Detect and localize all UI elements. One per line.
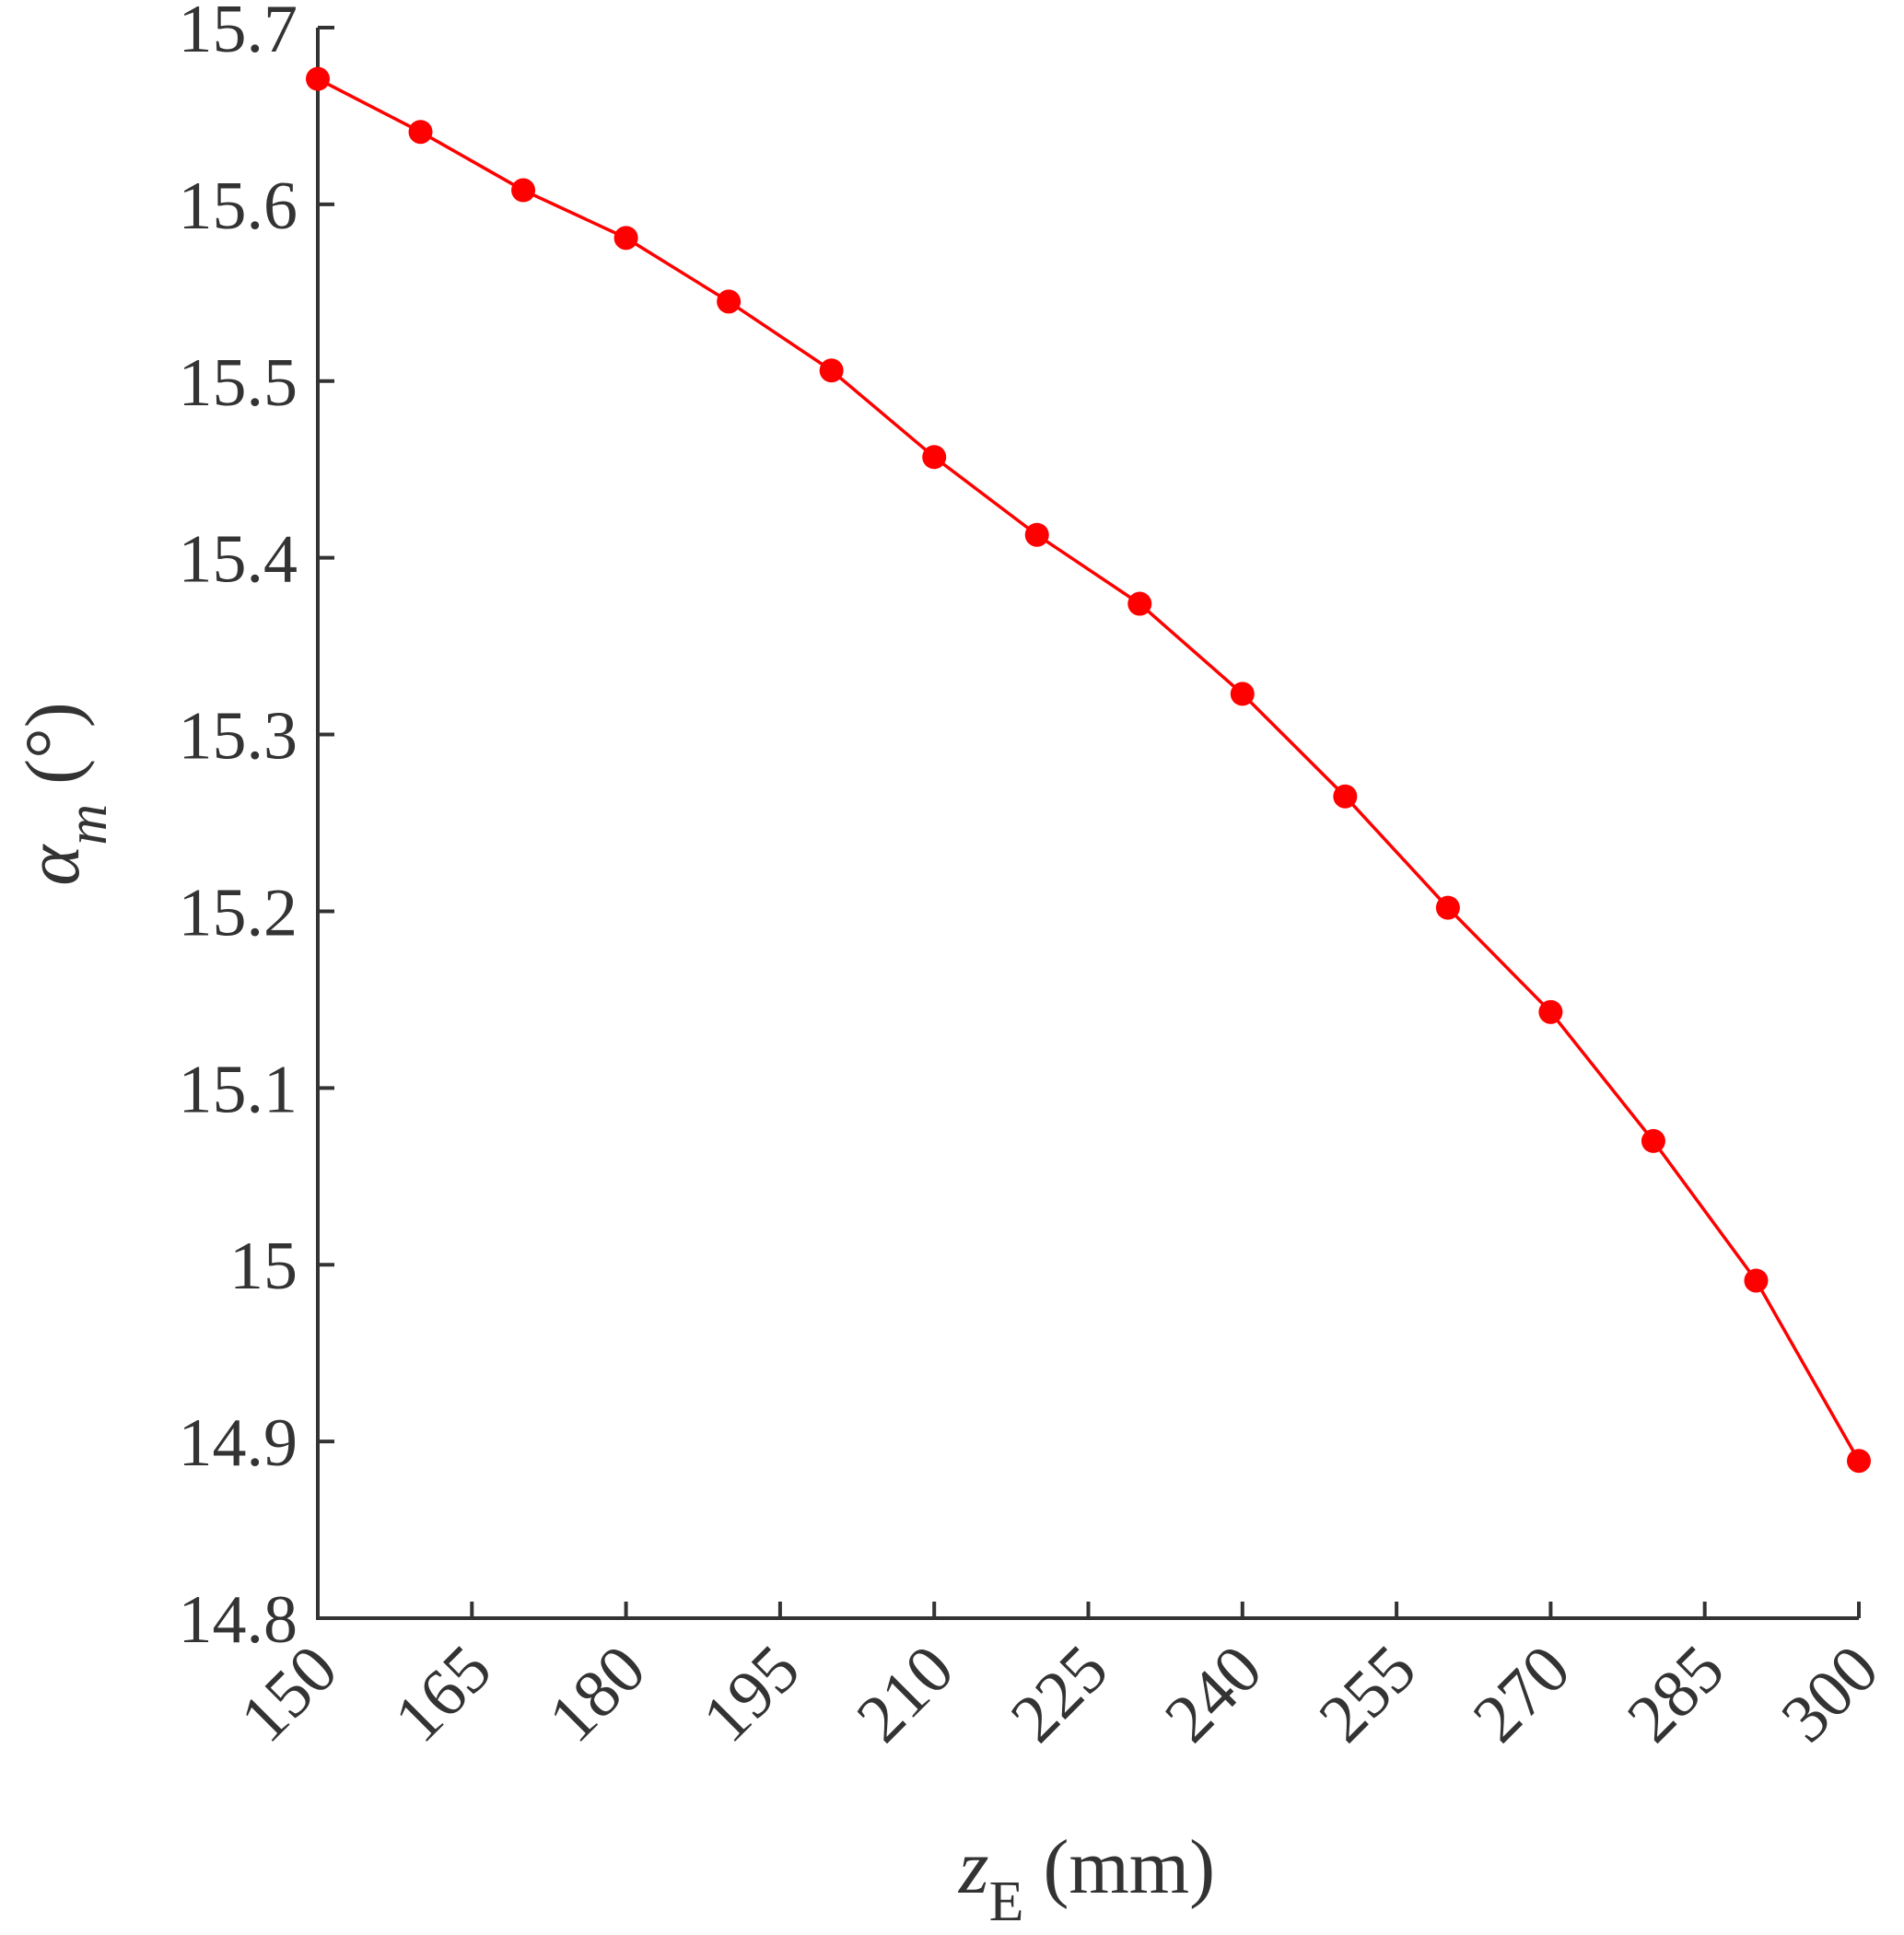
- data-point: [1024, 522, 1049, 547]
- x-tick-label: 285: [1613, 1631, 1738, 1756]
- y-tick-label: 15: [229, 1229, 298, 1304]
- data-point: [1333, 784, 1358, 809]
- data-point: [1435, 895, 1460, 920]
- x-tick-label: 270: [1459, 1631, 1584, 1756]
- data-point: [819, 358, 844, 383]
- x-axis-label-unit: (mm): [1023, 1824, 1215, 1910]
- axes: [316, 28, 1859, 1620]
- y-tick-label: 15.4: [179, 522, 298, 598]
- y-axis-label: αm (°): [10, 702, 119, 885]
- y-tick-label: 15.7: [179, 0, 298, 67]
- y-tick-label: 14.8: [179, 1582, 298, 1658]
- y-tick-label: 15.6: [179, 169, 298, 244]
- data-point: [922, 445, 947, 470]
- x-tick-label: 255: [1305, 1631, 1431, 1756]
- y-axis-ticks: 14.8 14.9 15 15.1 15.2 15.3 15.4 15.5 15.6 15.7: [179, 0, 334, 1658]
- series-line: [317, 77, 1861, 1463]
- data-point: [717, 289, 742, 314]
- data-point: [1230, 682, 1255, 706]
- data-point: [1641, 1128, 1665, 1153]
- series-group: [306, 66, 1871, 1474]
- x-tick-label: 180: [534, 1631, 660, 1756]
- x-axis-label-sub: E: [989, 1871, 1024, 1933]
- data-point: [613, 226, 638, 251]
- data-point: [306, 66, 330, 91]
- x-tick-label: 300: [1768, 1631, 1893, 1756]
- y-tick-label: 15.5: [179, 345, 298, 421]
- data-point: [511, 178, 536, 203]
- data-point: [408, 120, 433, 145]
- y-tick-label: 15.3: [179, 699, 298, 775]
- data-point: [1744, 1268, 1769, 1293]
- x-axis-label: zE (mm): [958, 1824, 1215, 1933]
- y-tick-label: 14.9: [179, 1405, 298, 1481]
- x-axis-ticks: 150 165 180 195 210 225 240 255 270 285 300: [227, 1602, 1893, 1757]
- y-axis-label-unit: (°): [10, 702, 96, 804]
- x-tick-label: 210: [843, 1631, 968, 1756]
- data-point: [1538, 999, 1563, 1024]
- y-tick-label: 15.1: [179, 1052, 298, 1127]
- y-axis-label-group: αm (°): [10, 702, 119, 885]
- y-axis-label-sub: m: [56, 804, 119, 845]
- data-point: [1847, 1449, 1871, 1474]
- x-tick-label: 240: [1151, 1631, 1276, 1756]
- data-point: [1127, 591, 1152, 616]
- x-tick-label: 225: [997, 1631, 1122, 1756]
- x-axis-label-main: z: [958, 1824, 989, 1910]
- x-tick-label: 195: [688, 1631, 813, 1756]
- y-tick-label: 15.2: [179, 875, 298, 950]
- x-tick-label: 165: [380, 1631, 506, 1756]
- y-axis-label-main: α: [10, 844, 96, 886]
